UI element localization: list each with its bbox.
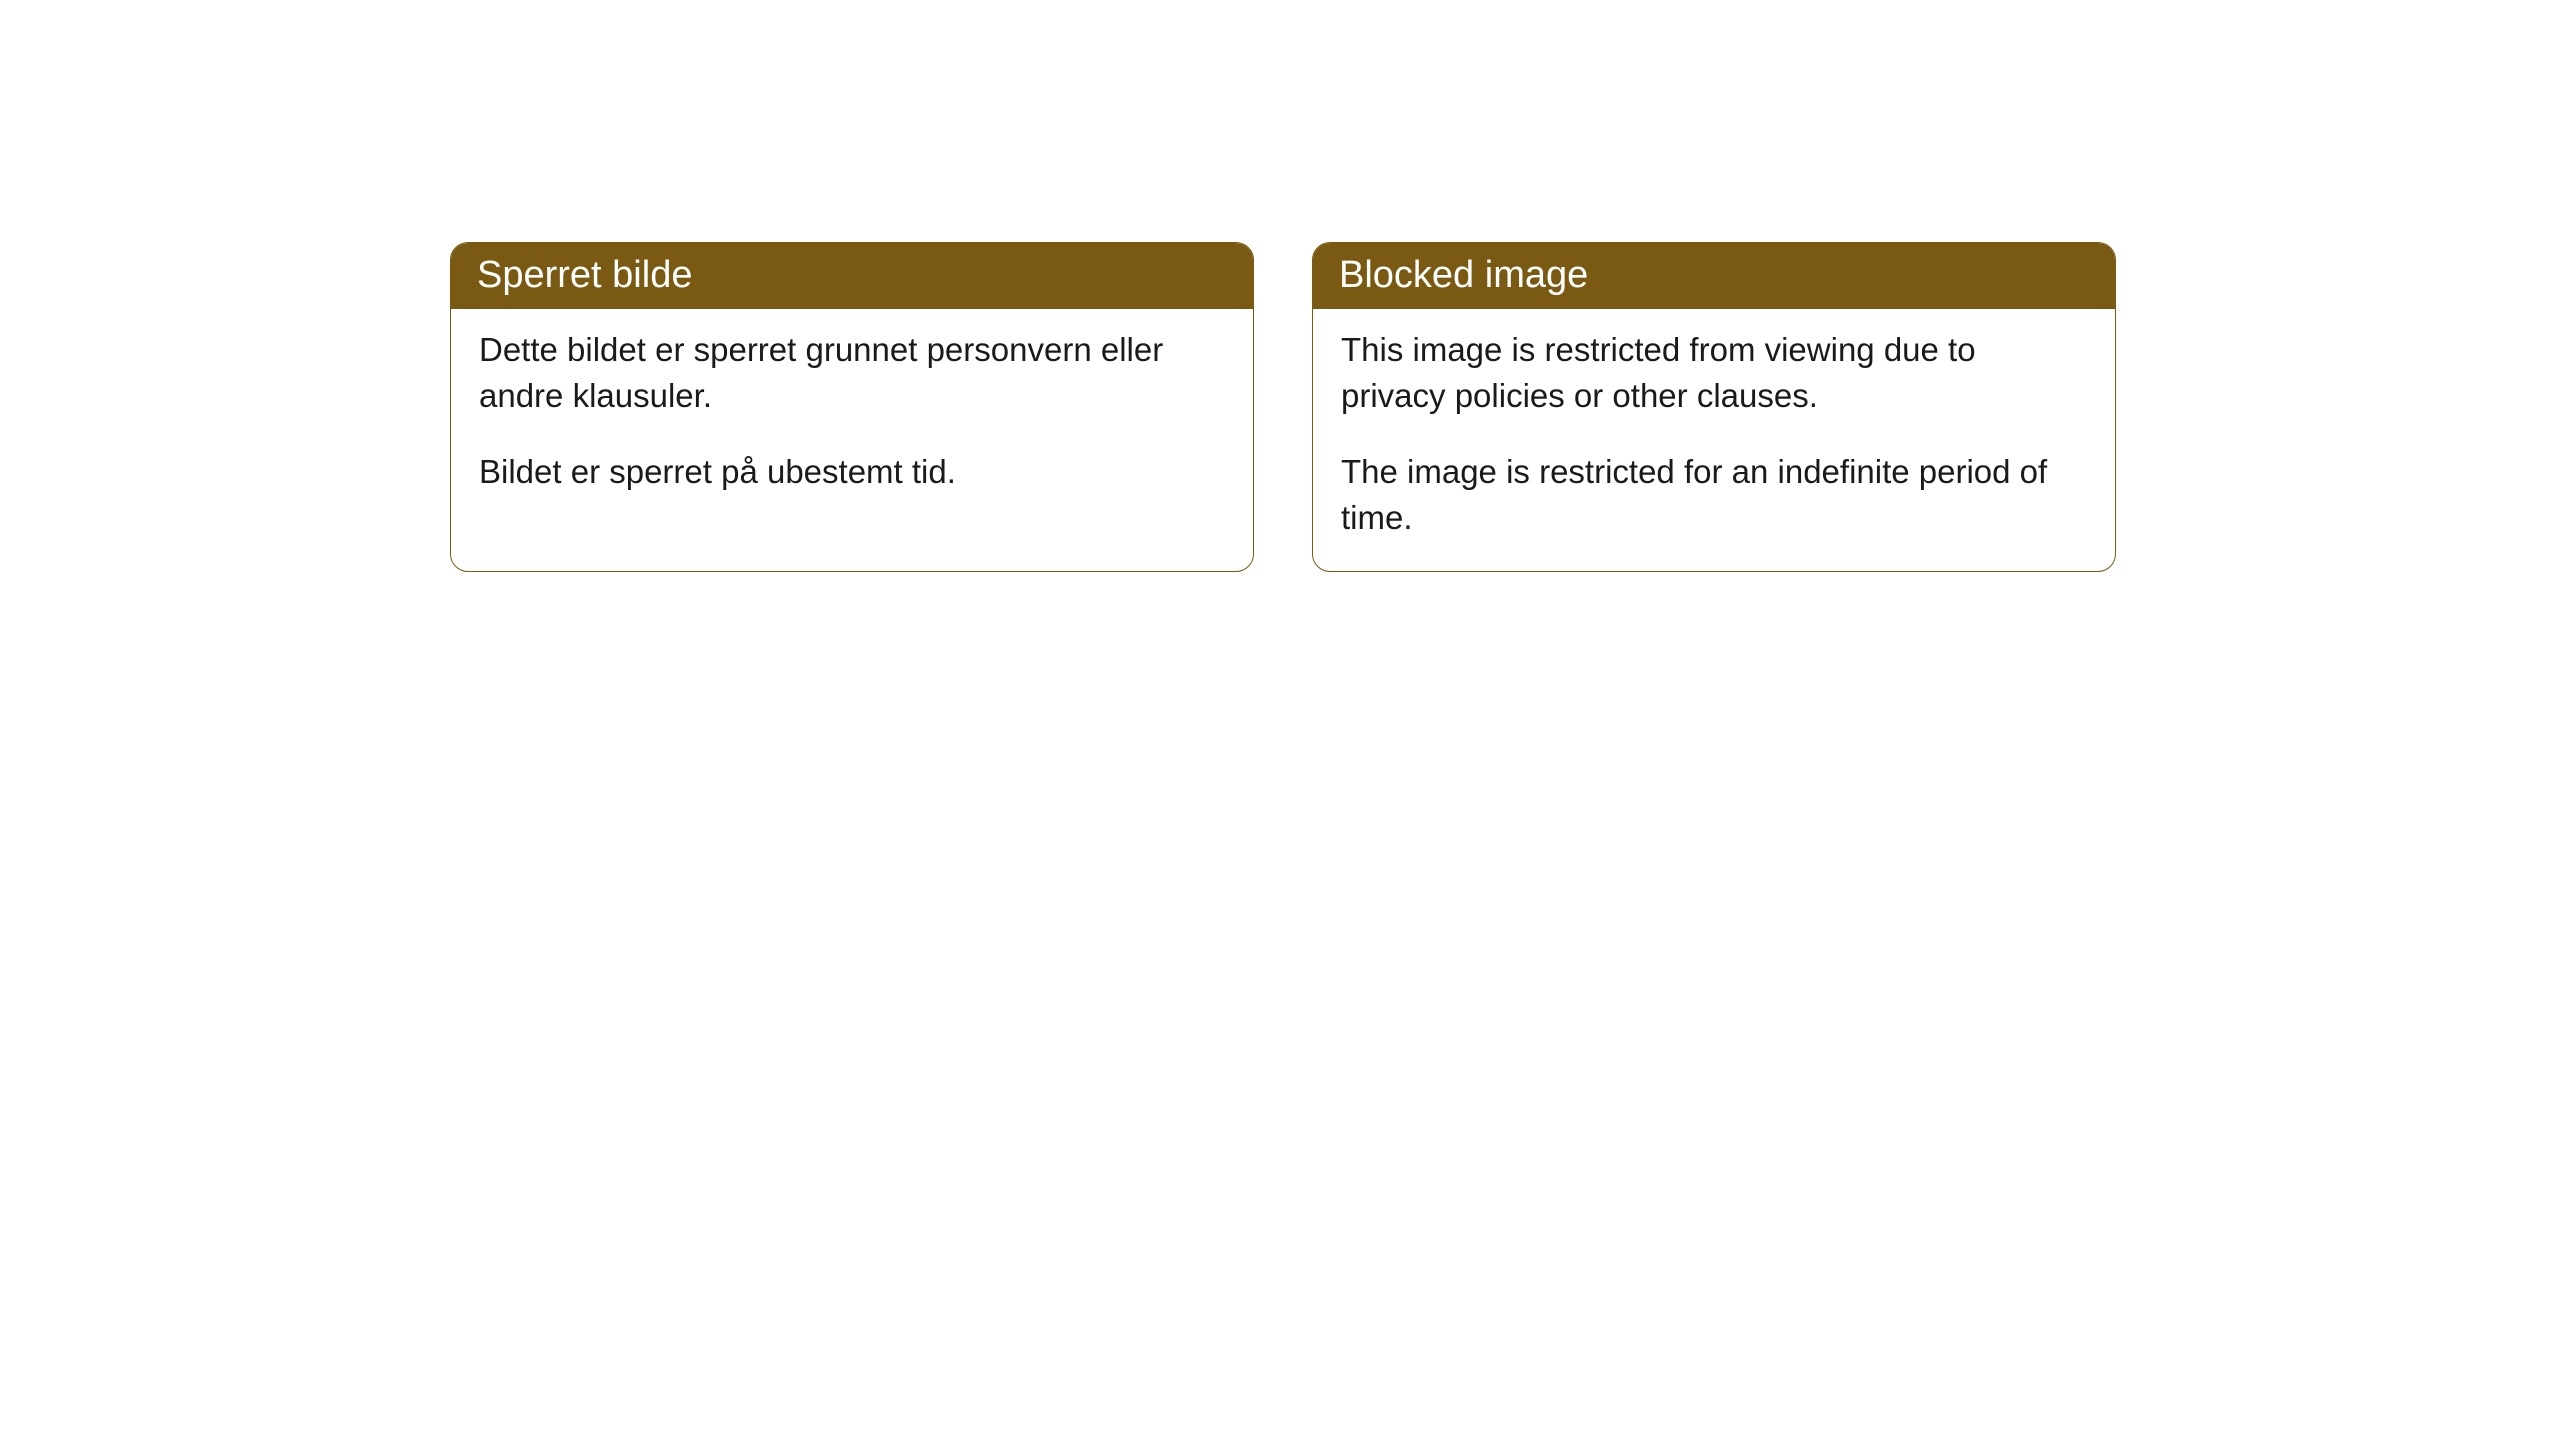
norwegian-card-body: Dette bildet er sperret grunnet personve… xyxy=(451,309,1253,526)
english-card-title: Blocked image xyxy=(1313,243,2115,309)
english-paragraph-1: This image is restricted from viewing du… xyxy=(1341,327,2087,419)
norwegian-card-title: Sperret bilde xyxy=(451,243,1253,309)
norwegian-paragraph-2: Bildet er sperret på ubestemt tid. xyxy=(479,449,1225,495)
english-paragraph-2: The image is restricted for an indefinit… xyxy=(1341,449,2087,541)
norwegian-notice-card: Sperret bilde Dette bildet er sperret gr… xyxy=(450,242,1254,572)
english-card-body: This image is restricted from viewing du… xyxy=(1313,309,2115,572)
english-notice-card: Blocked image This image is restricted f… xyxy=(1312,242,2116,572)
norwegian-paragraph-1: Dette bildet er sperret grunnet personve… xyxy=(479,327,1225,419)
notice-cards-container: Sperret bilde Dette bildet er sperret gr… xyxy=(450,242,2560,572)
